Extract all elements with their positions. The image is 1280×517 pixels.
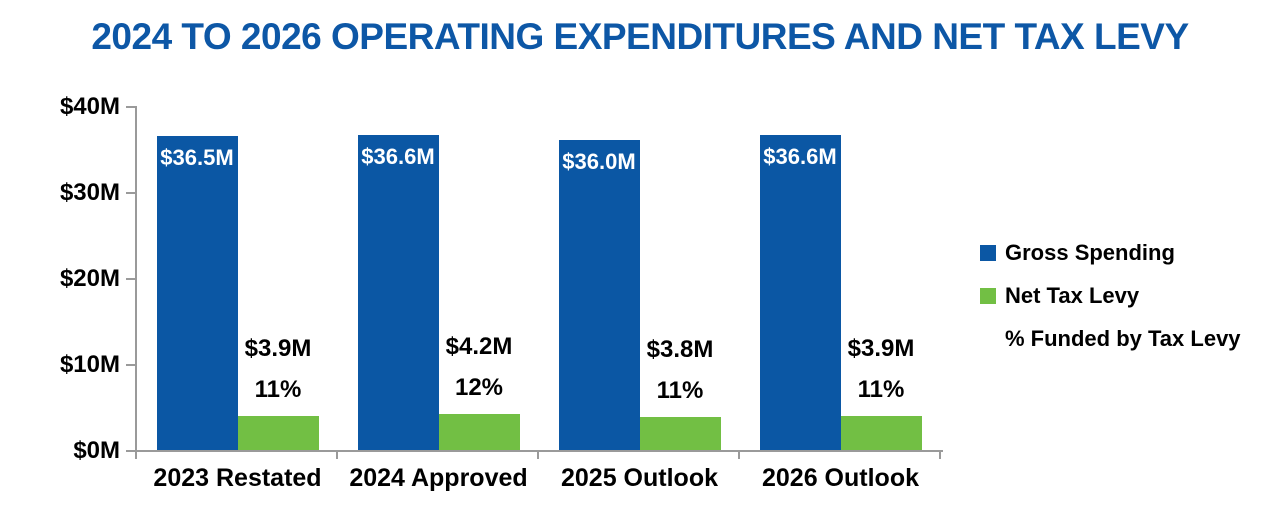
- x-axis-line: [128, 450, 943, 452]
- gross-spending-bar: $36.6M: [759, 135, 841, 450]
- gross-spending-value-label: $36.6M: [763, 144, 837, 170]
- pct-funded-label: 11%: [656, 377, 704, 405]
- y-axis-label: $20M: [59, 265, 120, 292]
- legend-label: Gross Spending: [1005, 239, 1175, 265]
- legend: Gross Spending Net Tax Levy % Funded by Ta…: [980, 239, 1241, 370]
- pct-funded-label: 11%: [254, 376, 302, 404]
- x-axis-tick: [738, 450, 740, 459]
- net-tax-levy-value-label: $3.9M: [847, 335, 915, 363]
- legend-label: Net Tax Levy: [1005, 282, 1140, 308]
- category-label: 2023 Restated: [153, 464, 322, 492]
- category-label: 2026 Outlook: [762, 464, 919, 492]
- net-tax-levy-bar: [840, 416, 922, 450]
- legend-item: Net Tax Levy: [980, 282, 1241, 308]
- gross-spending-value-label: $36.6M: [361, 144, 435, 170]
- gross-spending-bar: $36.0M: [558, 140, 640, 450]
- gross-spending-bar: $36.6M: [357, 135, 439, 450]
- legend-label: % Funded by Tax Levy: [1005, 325, 1241, 351]
- net-tax-levy-bar: [438, 413, 520, 450]
- legend-item: Gross Spending: [980, 239, 1241, 265]
- gross-spending-value-label: $36.0M: [562, 149, 636, 175]
- x-axis-tick: [135, 450, 137, 459]
- y-axis-tick: [126, 192, 135, 194]
- y-axis-line: [135, 106, 137, 450]
- category-label: 2024 Approved: [349, 464, 528, 492]
- chart-title: 2024 TO 2026 OPERATING EXPENDITURES AND …: [91, 16, 1189, 57]
- y-axis-tick: [126, 364, 135, 366]
- net-tax-levy-value-label: $4.2M: [445, 332, 513, 360]
- pct-funded-label: 12%: [454, 373, 504, 401]
- y-axis-tick: [126, 106, 135, 108]
- y-axis-label: $40M: [59, 93, 120, 120]
- net-tax-levy-label-stack: $3.9M 11%: [848, 328, 915, 410]
- y-axis-tick: [126, 450, 135, 452]
- net-tax-levy-value-label: $3.8M: [646, 336, 714, 364]
- x-axis-tick: [336, 450, 338, 459]
- legend-item: % Funded by Tax Levy: [980, 325, 1241, 351]
- net-tax-levy-bar: [237, 416, 319, 450]
- y-axis-tick: [126, 278, 135, 280]
- y-axis-label: $10M: [59, 351, 120, 378]
- gross-spending-bar: $36.5M: [156, 136, 238, 450]
- y-axis-label: $30M: [59, 179, 120, 206]
- x-axis-tick: [939, 450, 941, 459]
- net-tax-levy-value-label: $3.9M: [244, 335, 312, 363]
- category-label: 2025 Outlook: [561, 464, 718, 492]
- net-tax-levy-label-stack: $3.8M 11%: [647, 329, 714, 411]
- legend-swatch: [980, 244, 996, 261]
- gross-spending-value-label: $36.5M: [160, 145, 234, 171]
- net-tax-levy-label-stack: $4.2M 12%: [446, 326, 513, 408]
- net-tax-levy-bar: [639, 417, 721, 450]
- y-axis-label: $0M: [73, 437, 120, 464]
- x-axis-tick: [537, 450, 539, 459]
- pct-funded-label: 11%: [857, 376, 905, 404]
- net-tax-levy-label-stack: $3.9M 11%: [245, 328, 312, 410]
- legend-swatch: [980, 287, 996, 304]
